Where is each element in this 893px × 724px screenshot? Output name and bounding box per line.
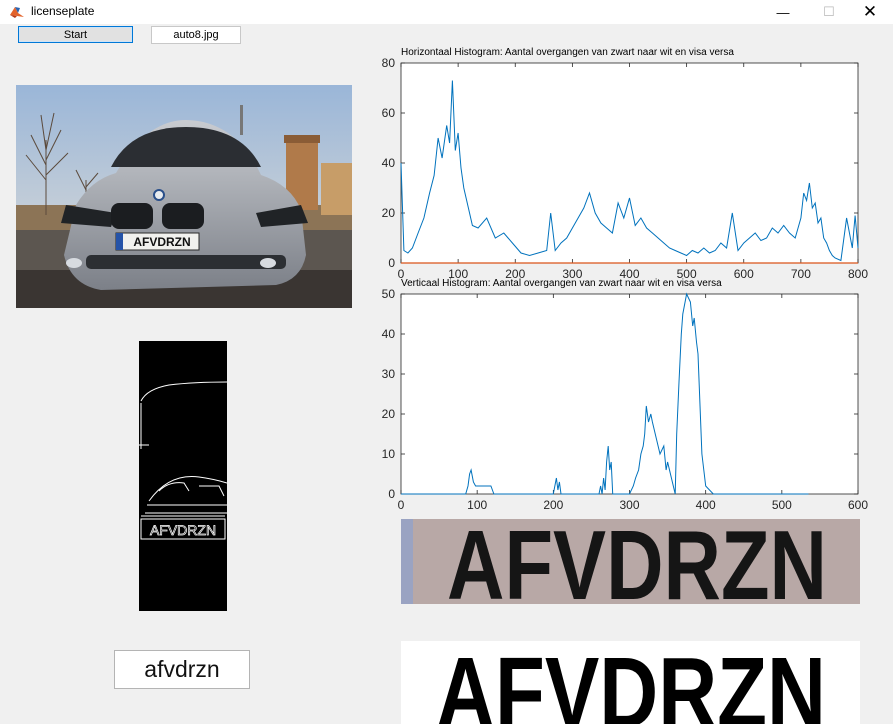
y-tick-label: 0 xyxy=(388,256,395,270)
y-tick-label: 80 xyxy=(382,56,396,70)
y-tick-label: 0 xyxy=(388,487,395,501)
x-tick-label: 0 xyxy=(398,267,405,281)
x-tick-label: 500 xyxy=(772,498,792,512)
car-photo: AFVDRZN xyxy=(16,85,352,308)
edge-detection-image: AFVDRZN xyxy=(139,341,227,611)
x-tick-label: 800 xyxy=(848,267,868,281)
close-button[interactable]: ✕ xyxy=(862,2,878,21)
x-tick-label: 300 xyxy=(619,498,639,512)
plot-area xyxy=(400,293,859,495)
y-tick-label: 30 xyxy=(382,367,396,381)
y-tick-label: 60 xyxy=(382,106,396,120)
x-tick-label: 200 xyxy=(505,267,525,281)
y-tick-label: 10 xyxy=(382,447,396,461)
x-tick-label: 100 xyxy=(467,498,487,512)
plate-crop-image: AFVDRZN xyxy=(401,519,860,604)
x-tick-label: 500 xyxy=(677,267,697,281)
x-tick-label: 200 xyxy=(543,498,563,512)
start-button[interactable]: Start xyxy=(18,26,133,43)
minimize-button[interactable]: — xyxy=(776,4,790,20)
window-title: licenseplate xyxy=(31,4,95,18)
result-text-field: afvdrzn xyxy=(114,650,250,689)
x-tick-label: 600 xyxy=(848,498,868,512)
x-tick-label: 100 xyxy=(448,267,468,281)
y-tick-label: 20 xyxy=(382,407,396,421)
chart-title: Horizontaal Histogram: Aantal overgangen… xyxy=(401,47,734,58)
y-tick-label: 50 xyxy=(382,287,396,301)
x-tick-label: 600 xyxy=(734,267,754,281)
y-tick-label: 20 xyxy=(382,206,396,220)
binarized-plate-image: AFVDRZN xyxy=(401,641,860,724)
svg-text:AFVDRZN: AFVDRZN xyxy=(150,522,216,538)
y-tick-label: 40 xyxy=(382,327,396,341)
chart-title: Verticaal Histogram: Aantal overgangen v… xyxy=(401,278,722,289)
histogram-series-line xyxy=(400,80,859,262)
x-tick-label: 700 xyxy=(791,267,811,281)
x-tick-label: 400 xyxy=(696,498,716,512)
plate-binary-text: AFVDRZN xyxy=(436,641,826,724)
filename-field: auto8.jpg xyxy=(151,26,241,44)
title-bar: licenseplate — ☐ ✕ xyxy=(0,0,893,24)
x-tick-label: 0 xyxy=(398,498,405,512)
maximize-button[interactable]: ☐ xyxy=(823,4,835,19)
matlab-app-icon xyxy=(10,7,24,18)
plot-area xyxy=(400,62,859,264)
svg-text:AFVDRZN: AFVDRZN xyxy=(133,235,190,249)
histogram-series-line xyxy=(401,292,809,495)
x-tick-label: 300 xyxy=(562,267,582,281)
x-tick-label: 400 xyxy=(619,267,639,281)
y-tick-label: 40 xyxy=(382,156,396,170)
plate-crop-text: AFVDRZN xyxy=(447,519,827,604)
